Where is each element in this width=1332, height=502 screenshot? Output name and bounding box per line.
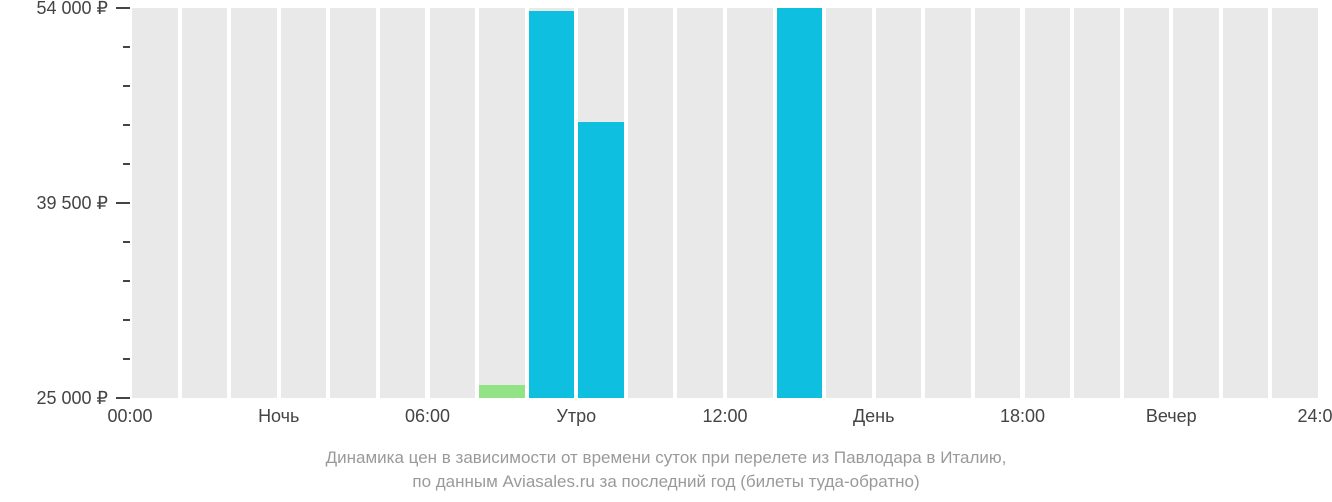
- bar-background: [1124, 8, 1170, 398]
- y-tick: [115, 271, 130, 291]
- bar-background: [826, 8, 872, 398]
- bar-slot: [826, 8, 872, 398]
- y-tick: [115, 37, 130, 57]
- x-axis-label: Вечер: [1146, 406, 1197, 427]
- y-tick-mark: [123, 85, 130, 87]
- x-axis-label: Ночь: [258, 406, 299, 427]
- y-tick: [115, 76, 130, 96]
- y-tick-mark: [116, 202, 130, 204]
- bar-value: [479, 385, 525, 398]
- x-axis-label: День: [853, 406, 895, 427]
- bar-slot: [330, 8, 376, 398]
- bar-slot: [628, 8, 674, 398]
- bar-background: [479, 8, 525, 398]
- y-tick-mark: [116, 7, 130, 9]
- y-tick-mark: [123, 163, 130, 165]
- bar-background: [925, 8, 971, 398]
- x-axis-label: 00:00: [107, 406, 152, 427]
- y-tick-mark: [123, 358, 130, 360]
- bar-slot: [529, 8, 575, 398]
- bar-background: [1173, 8, 1219, 398]
- price-by-hour-chart: 54 000 ₽39 500 ₽25 000 ₽ 00:00Ночь06:00У…: [0, 0, 1332, 502]
- y-tick-mark: [116, 397, 130, 399]
- bar-slot: [380, 8, 426, 398]
- bar-background: [1272, 8, 1318, 398]
- bar-background: [628, 8, 674, 398]
- bar-slot: [1074, 8, 1120, 398]
- y-tick-mark: [123, 319, 130, 321]
- y-tick: [115, 115, 130, 135]
- bar-value: [529, 11, 575, 398]
- x-axis: 00:00Ночь06:00Утро12:00День18:00Вечер24:…: [130, 402, 1320, 432]
- y-tick-label: 54 000 ₽: [36, 0, 108, 19]
- bar-background: [281, 8, 327, 398]
- x-axis-label: 12:00: [702, 406, 747, 427]
- y-tick-mark: [123, 46, 130, 48]
- x-axis-label: 24:00: [1297, 406, 1332, 427]
- x-axis-label: 18:00: [1000, 406, 1045, 427]
- bar-background: [132, 8, 178, 398]
- bar-slot: [677, 8, 723, 398]
- x-axis-label: Утро: [556, 406, 596, 427]
- bar-slot: [281, 8, 327, 398]
- bar-background: [727, 8, 773, 398]
- y-tick: 54 000 ₽: [36, 0, 130, 18]
- bar-slot: [578, 8, 624, 398]
- bar-value: [777, 8, 823, 398]
- y-tick-label: 39 500 ₽: [36, 193, 108, 214]
- y-tick-mark: [123, 124, 130, 126]
- y-tick: 39 500 ₽: [36, 193, 130, 213]
- bar-slot: [231, 8, 277, 398]
- bar-background: [182, 8, 228, 398]
- bar-background: [430, 8, 476, 398]
- bar-slot: [1223, 8, 1269, 398]
- bar-slot: [1025, 8, 1071, 398]
- bar-background: [1074, 8, 1120, 398]
- bar-background: [677, 8, 723, 398]
- bar-slot: [727, 8, 773, 398]
- caption-line-1: Динамика цен в зависимости от времени су…: [0, 448, 1332, 468]
- bar-slot: [132, 8, 178, 398]
- bar-slot: [479, 8, 525, 398]
- y-tick: [115, 310, 130, 330]
- bar-slot: [1272, 8, 1318, 398]
- y-tick: 25 000 ₽: [36, 388, 130, 408]
- bar-slot: [1173, 8, 1219, 398]
- y-tick-mark: [123, 280, 130, 282]
- bar-background: [380, 8, 426, 398]
- bar-slot: [975, 8, 1021, 398]
- bar-slot: [182, 8, 228, 398]
- bar-value: [578, 122, 624, 398]
- plot-area: [130, 8, 1320, 398]
- bar-slot: [925, 8, 971, 398]
- x-axis-label: 06:00: [405, 406, 450, 427]
- y-tick-mark: [123, 241, 130, 243]
- y-tick: [115, 349, 130, 369]
- bar-background: [876, 8, 922, 398]
- bar-slot: [777, 8, 823, 398]
- y-tick: [115, 232, 130, 252]
- bar-background: [231, 8, 277, 398]
- y-tick: [115, 154, 130, 174]
- bar-background: [975, 8, 1021, 398]
- bar-background: [1223, 8, 1269, 398]
- bar-background: [330, 8, 376, 398]
- bar-background: [1025, 8, 1071, 398]
- bar-slot: [1124, 8, 1170, 398]
- caption-line-2: по данным Aviasales.ru за последний год …: [0, 472, 1332, 492]
- bar-slot: [430, 8, 476, 398]
- y-axis: 54 000 ₽39 500 ₽25 000 ₽: [0, 8, 130, 398]
- bar-slot: [876, 8, 922, 398]
- y-tick-label: 25 000 ₽: [36, 388, 108, 409]
